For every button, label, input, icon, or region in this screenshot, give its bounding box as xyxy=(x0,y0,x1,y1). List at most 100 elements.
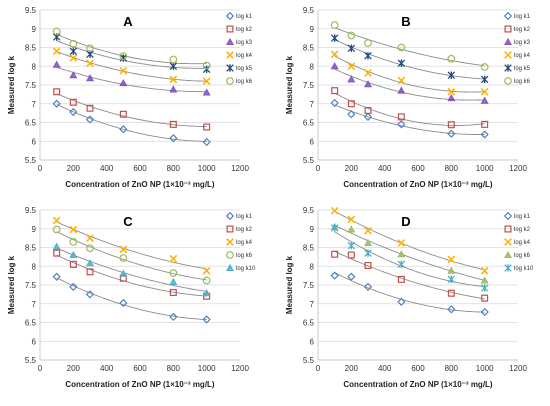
chart-panel-a: 5.5 6 6.5 7 7.5 8 8.5 9 9.5 0 200 400 600 800 1000 1200… xyxy=(7,6,253,189)
data-point xyxy=(364,249,372,257)
data-point xyxy=(480,266,489,275)
legend-label: log k1 xyxy=(236,214,253,220)
trendline xyxy=(334,92,485,126)
data-point xyxy=(347,110,356,119)
data-point xyxy=(202,77,211,86)
data-point xyxy=(69,282,78,292)
y-tick-label: 7 xyxy=(310,100,315,109)
trendline xyxy=(56,247,207,292)
y-tick-label: 8.5 xyxy=(25,44,37,53)
data-point xyxy=(447,275,456,284)
legend-marker xyxy=(226,64,234,72)
y-tick-label: 9 xyxy=(32,225,37,234)
legend-marker xyxy=(504,51,512,59)
legend-label: log k4 xyxy=(236,240,253,246)
data-point xyxy=(119,245,128,254)
data-point xyxy=(481,294,489,302)
legend-marker xyxy=(226,251,234,259)
trendline xyxy=(56,93,207,128)
legend-label: log k10 xyxy=(236,266,256,272)
x-tick-label: 1000 xyxy=(198,364,216,373)
legend-label: log k1 xyxy=(514,14,531,20)
x-tick-label: 400 xyxy=(378,364,392,373)
x-tick-label: 400 xyxy=(100,164,114,173)
legend-label: log k2 xyxy=(236,227,253,233)
data-point xyxy=(86,44,94,53)
data-point xyxy=(347,44,356,53)
legend-marker xyxy=(503,211,513,221)
y-tick-label: 7 xyxy=(32,300,37,309)
data-point xyxy=(331,87,339,95)
data-point xyxy=(364,39,372,47)
x-tick-label: 1000 xyxy=(476,164,494,173)
data-point xyxy=(397,250,406,258)
legend-marker xyxy=(226,238,234,246)
panel-letter: B xyxy=(401,14,410,29)
y-tick-label: 5.5 xyxy=(25,156,37,165)
x-tick-label: 800 xyxy=(445,164,459,173)
trendline xyxy=(56,221,207,270)
data-point xyxy=(397,113,405,121)
data-point xyxy=(447,255,456,264)
trendline xyxy=(56,40,207,69)
data-point xyxy=(330,21,339,29)
data-point xyxy=(69,250,78,259)
data-point xyxy=(397,120,406,129)
legend-marker xyxy=(504,264,512,272)
data-point xyxy=(69,237,78,246)
data-point xyxy=(480,63,489,71)
data-point xyxy=(397,260,406,269)
data-point xyxy=(364,238,372,247)
legend-label: log k1 xyxy=(514,214,531,220)
data-point xyxy=(481,120,489,128)
x-tick-label: 600 xyxy=(133,164,147,173)
legend-marker xyxy=(504,25,512,33)
data-point xyxy=(69,47,78,56)
data-point xyxy=(53,249,61,257)
x-tick-label: 200 xyxy=(67,164,81,173)
data-point xyxy=(69,98,77,106)
data-point xyxy=(397,76,406,85)
data-point xyxy=(169,55,178,64)
chart-panel-d: 5.5 6 6.5 7 7.5 8 8.5 9 9.5 0 200 400 600 800 1000 1200… xyxy=(285,206,534,389)
trendline xyxy=(56,33,207,65)
data-point xyxy=(447,289,455,297)
data-point xyxy=(330,98,339,108)
data-point xyxy=(169,288,177,296)
data-point xyxy=(397,239,406,247)
trendline xyxy=(56,51,207,82)
data-point xyxy=(202,266,211,275)
trendline xyxy=(334,231,485,288)
data-point xyxy=(364,261,372,269)
x-tick-label: 200 xyxy=(345,364,359,373)
data-point xyxy=(119,254,128,262)
data-point xyxy=(52,60,61,68)
trendline xyxy=(56,231,207,281)
legend-label: log k1 xyxy=(236,14,253,20)
data-point xyxy=(447,87,456,96)
data-point xyxy=(119,52,128,61)
legend-marker xyxy=(504,225,512,233)
y-tick-label: 9 xyxy=(310,25,315,34)
x-tick-label: 800 xyxy=(445,364,459,373)
legend-marker xyxy=(226,225,234,233)
data-point xyxy=(397,59,406,68)
data-point xyxy=(53,88,61,96)
legend-label: log k6 xyxy=(514,79,531,85)
data-point xyxy=(52,216,61,225)
x-tick-label: 0 xyxy=(316,364,321,373)
data-point xyxy=(52,225,61,234)
x-tick-label: 0 xyxy=(316,164,321,173)
data-point xyxy=(363,112,373,122)
data-point xyxy=(203,123,211,131)
legend-label: log k2 xyxy=(236,27,253,33)
data-point xyxy=(169,254,178,263)
trendline xyxy=(334,250,485,300)
panel-letter: A xyxy=(123,14,133,29)
data-point xyxy=(86,59,94,68)
data-point xyxy=(330,206,339,215)
data-point xyxy=(347,272,356,281)
data-point xyxy=(119,79,128,87)
